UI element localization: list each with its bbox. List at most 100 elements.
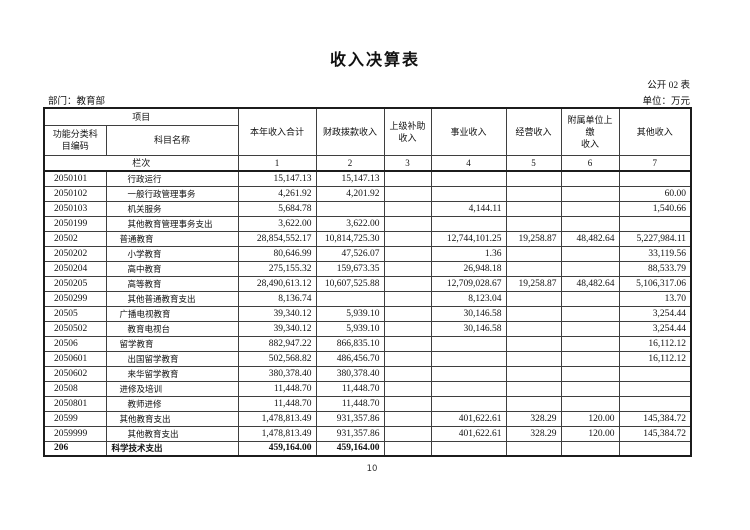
cell-value: [430, 350, 507, 367]
cell-value: 1,478,813.49: [237, 425, 317, 442]
cell-value: [383, 380, 432, 397]
cell-value: [430, 440, 507, 457]
column-number: 1: [237, 154, 317, 172]
table-row: 2050204 高中教育 275,155.32 159,673.35 26,948.18…: [43, 260, 692, 277]
cell-value: 30,146.58: [430, 320, 507, 337]
cell-value: [383, 440, 432, 457]
row-code: 2050205: [43, 275, 107, 292]
cell-value: 486,456.70: [315, 350, 385, 367]
row-code: 20505: [43, 305, 107, 322]
cell-value: [560, 170, 620, 187]
cell-value: 459,164.00: [315, 440, 385, 457]
cell-value: [560, 200, 620, 217]
row-name: 小学教育: [105, 245, 239, 262]
cell-value: 47,526.07: [315, 245, 385, 262]
row-name: 其他教育支出: [105, 410, 239, 427]
row-code: 2050199: [43, 215, 107, 232]
cell-value: 380,378.40: [237, 365, 317, 382]
cell-value: 1,540.66: [618, 200, 692, 217]
col-header-other-income: 其他收入: [618, 107, 692, 156]
cell-value: 145,384.72: [618, 425, 692, 442]
col-header-total-income: 本年收入合计: [237, 107, 317, 156]
public-table-code: 公开 02 表: [647, 81, 690, 91]
cell-value: [383, 275, 432, 292]
cell-value: 5,939.10: [315, 305, 385, 322]
cell-value: 8,136.74: [237, 290, 317, 307]
cell-value: [383, 230, 432, 247]
cell-value: 159,673.35: [315, 260, 385, 277]
cell-value: [383, 305, 432, 322]
cell-value: 12,709,028.67: [430, 275, 507, 292]
cell-value: 5,939.10: [315, 320, 385, 337]
cell-value: [383, 215, 432, 232]
table-row: 20599 其他教育支出 1,478,813.49 931,357.86 401,622…: [43, 410, 692, 427]
cell-value: [383, 425, 432, 442]
row-name: 教育电视台: [105, 320, 239, 337]
cell-value: [560, 440, 620, 457]
document-title: 收入决算表: [329, 52, 420, 69]
table-row: 2050202 小学教育 80,646.99 47,526.07 1.36 33,119.…: [43, 245, 692, 262]
cell-value: [505, 305, 562, 322]
cell-value: [505, 335, 562, 352]
income-table: 项目 本年收入合计 财政拨款收入 上级补助 收入 事业收入 经营收入 附属单位上…: [43, 107, 693, 457]
cell-value: [618, 215, 692, 232]
cell-value: 19,258.87: [505, 230, 562, 247]
cell-value: 5,227,984.11: [618, 230, 692, 247]
table-row: 2050602 来华留学教育 380,378.40 380,378.40: [43, 365, 692, 382]
cell-value: [430, 185, 507, 202]
income-table-wrapper: 项目 本年收入合计 财政拨款收入 上级补助 收入 事业收入 经营收入 附属单位上…: [43, 107, 693, 457]
cell-value: 28,490,613.12: [237, 275, 317, 292]
cell-value: 275,155.32: [237, 260, 317, 277]
cell-value: [430, 365, 507, 382]
table-row: 20506 留学教育 882,947.22 866,835.10 16,112.12: [43, 335, 692, 352]
cell-value: 80,646.99: [237, 245, 317, 262]
col-header-operational-income: 事业收入: [430, 107, 507, 156]
cell-value: 39,340.12: [237, 305, 317, 322]
row-code: 20506: [43, 335, 107, 352]
row-name: 高中教育: [105, 260, 239, 277]
row-code: 2050102: [43, 185, 107, 202]
row-name: 出国留学教育: [105, 350, 239, 367]
cell-value: 4,201.92: [315, 185, 385, 202]
cell-value: 459,164.00: [237, 440, 317, 457]
table-row: 2050299 其他普通教育支出 8,136.74 8,123.04 13.70: [43, 290, 692, 307]
cell-value: 3,622.00: [315, 215, 385, 232]
cell-value: [505, 290, 562, 307]
cell-value: [383, 350, 432, 367]
cell-value: 60.00: [618, 185, 692, 202]
cell-value: 328.29: [505, 425, 562, 442]
row-code: 20502: [43, 230, 107, 247]
cell-value: [383, 395, 432, 412]
table-row: 20502 普通教育 28,854,552.17 10,814,725.30 12,74…: [43, 230, 692, 247]
table-row: 2050199 其他教育管理事务支出 3,622.00 3,622.00: [43, 215, 692, 232]
cell-value: 8,123.04: [430, 290, 507, 307]
cell-value: 48,482.64: [560, 230, 620, 247]
cell-value: [560, 395, 620, 412]
table-row: 20508 进修及培训 11,448.70 11,448.70: [43, 380, 692, 397]
cell-value: [430, 335, 507, 352]
cell-value: 3,254.44: [618, 305, 692, 322]
cell-value: 28,854,552.17: [237, 230, 317, 247]
table-row: 2059999 其他教育支出 1,478,813.49 931,357.86 401,6…: [43, 425, 692, 442]
col-header-fiscal-appropriation: 财政拨款收入: [315, 107, 385, 156]
cell-value: 380,378.40: [315, 365, 385, 382]
row-code: 2050101: [43, 170, 107, 187]
cell-value: 3,254.44: [618, 320, 692, 337]
column-number: 6: [560, 154, 620, 172]
cell-value: 120.00: [560, 425, 620, 442]
row-code: 2050601: [43, 350, 107, 367]
col-header-project: 项目: [43, 107, 239, 126]
cell-value: [560, 305, 620, 322]
cell-value: [505, 185, 562, 202]
cell-value: 4,261.92: [237, 185, 317, 202]
col-header-affiliated-unit-income: 附属单位上缴 收入: [560, 107, 620, 156]
column-number: 4: [430, 154, 507, 172]
cell-value: 13.70: [618, 290, 692, 307]
row-code: 2050204: [43, 260, 107, 277]
row-code: 2050602: [43, 365, 107, 382]
cell-value: [560, 365, 620, 382]
table-row: 20505 广播电视教育 39,340.12 5,939.10 30,146.58 3,2…: [43, 305, 692, 322]
table-row: 206 科学技术支出 459,164.00 459,164.00: [43, 440, 692, 457]
cell-value: [383, 245, 432, 262]
cell-value: [560, 185, 620, 202]
